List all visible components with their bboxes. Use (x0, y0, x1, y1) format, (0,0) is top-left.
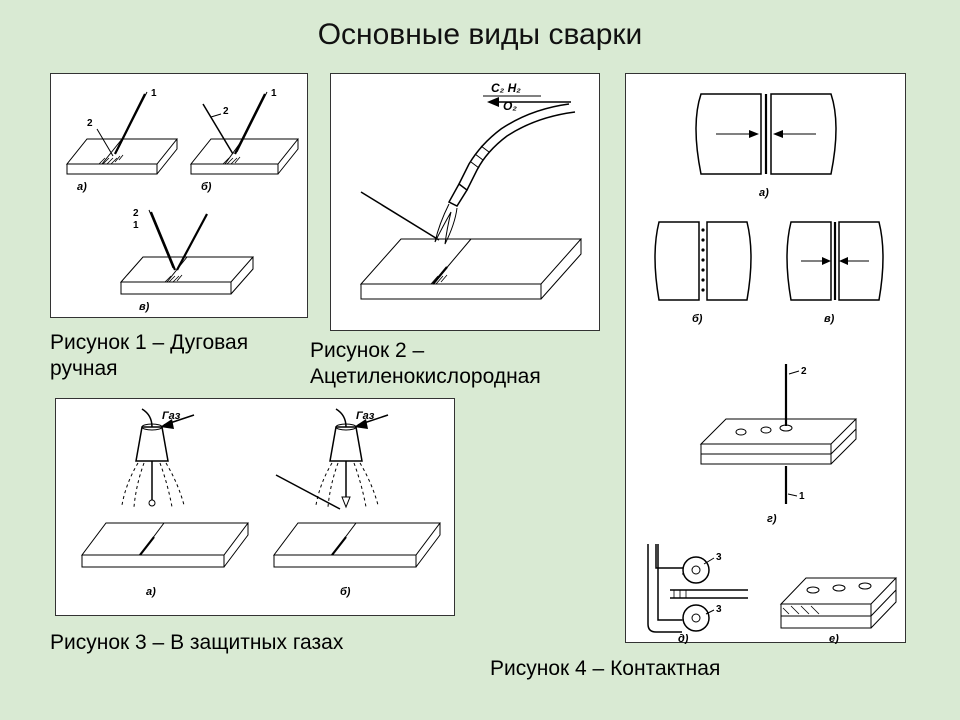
figure-4-svg: а) б) в) 2 1 г) (626, 74, 907, 644)
figure-2-box: C₂ H₂ O₂ (330, 73, 600, 331)
caption-3: Рисунок 3 – В защитных газах (50, 630, 410, 656)
svg-text:1: 1 (133, 220, 139, 231)
caption-4: Рисунок 4 – Контактная (490, 656, 750, 682)
fig4-label-v: в) (824, 313, 835, 325)
fig1-b-num2: 2 (223, 106, 229, 117)
fig1-a-num1: 1 (151, 88, 157, 99)
figure-1-svg: 1 2 а) 1 2 б) 2 (51, 74, 309, 319)
figure-3-box: Газ а) Газ (55, 398, 455, 616)
fig4-d-num3a: 3 (716, 552, 722, 563)
fig4-label-d: д) (678, 633, 689, 644)
fig4-g-num1: 1 (799, 491, 805, 502)
fig4-label-a: а) (759, 187, 769, 199)
fig4-label-e: е) (829, 633, 839, 644)
page-title: Основные виды сварки (0, 18, 960, 52)
fig4-g-num2: 2 (801, 366, 807, 377)
fig1-label-a: а) (77, 181, 87, 193)
fig3-label-a: а) (146, 586, 156, 598)
figure-1-box: 1 2 а) 1 2 б) 2 (50, 73, 308, 318)
fig1-label-v: в) (139, 301, 150, 313)
fig1-b-num1: 1 (271, 88, 277, 99)
fig2-gas-bot: O₂ (503, 99, 517, 113)
fig4-label-g: г) (767, 513, 777, 525)
fig3-label-b: б) (340, 586, 351, 598)
figure-4-box: а) б) в) 2 1 г) (625, 73, 906, 643)
caption-1: Рисунок 1 – Дуговая ручная (50, 330, 310, 383)
fig4-label-b: б) (692, 313, 703, 325)
fig1-a-num2: 2 (87, 118, 93, 129)
fig1-label-b: б) (201, 181, 212, 193)
fig1-v-num2: 2 (133, 208, 139, 219)
caption-2: Рисунок 2 – Ацетиленокислородная (310, 338, 600, 391)
figure-3-svg: Газ а) Газ (56, 399, 456, 617)
fig4-d-num3b: 3 (716, 604, 722, 615)
figure-2-svg: C₂ H₂ O₂ (331, 74, 601, 332)
fig2-gas-top: C₂ H₂ (491, 81, 521, 95)
